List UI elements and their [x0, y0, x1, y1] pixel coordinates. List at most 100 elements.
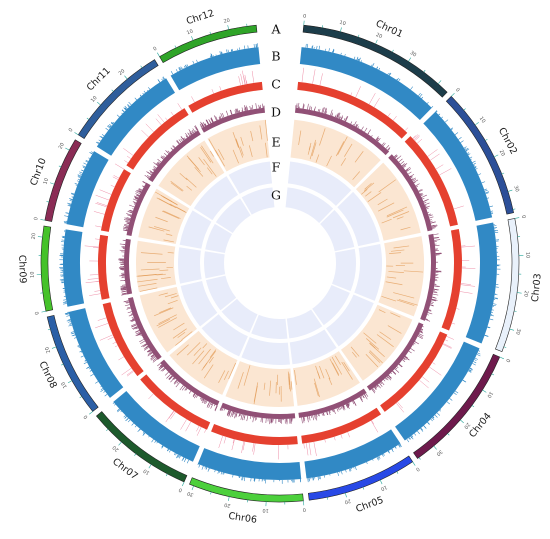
- tick-label: 30: [435, 448, 444, 457]
- track-g-band: [251, 314, 288, 340]
- track-b-bar: [451, 128, 453, 131]
- track-d-bar: [200, 125, 203, 129]
- track-e-mark: [198, 157, 205, 166]
- track-b-bar: [394, 446, 397, 449]
- track-c-spike: [347, 431, 350, 438]
- track-f-band: [326, 294, 374, 347]
- chromosome-arc-chr12: [159, 24, 258, 64]
- track-d-bar: [153, 167, 156, 170]
- tick-label: 10: [60, 381, 68, 390]
- track-c-spike: [435, 164, 444, 170]
- track-e-mark: [165, 233, 173, 236]
- track-d-bar: [315, 414, 318, 421]
- track-b-bar: [77, 176, 81, 179]
- tick-mark: [501, 172, 505, 175]
- track-e-mark: [172, 328, 187, 339]
- track-d-bar: [179, 385, 184, 391]
- track-d-bar: [163, 152, 168, 156]
- track-d-bar: [159, 366, 164, 370]
- track-d-bar: [150, 355, 155, 360]
- tick-label: 10: [30, 271, 36, 278]
- track-e-band: [290, 119, 381, 188]
- track-d-bar: [342, 405, 345, 411]
- track-b-bar: [168, 450, 171, 453]
- tick-mark: [228, 496, 230, 502]
- track-d-bar: [233, 412, 235, 415]
- track-e-mark: [378, 179, 396, 193]
- track-d-bar: [331, 114, 333, 116]
- track-d-bar: [178, 139, 182, 143]
- track-d-bar: [420, 193, 423, 196]
- track-d-bar: [228, 410, 231, 417]
- track-b-bar: [77, 175, 81, 178]
- track-d-bar: [146, 349, 151, 352]
- track-d-bar: [392, 371, 397, 375]
- track-b-bar: [410, 435, 414, 440]
- track-b-bar: [181, 457, 184, 462]
- track-b-bar: [80, 355, 84, 358]
- track-d-bar: [307, 103, 309, 110]
- track-d-bar: [128, 210, 133, 213]
- track-g-band: [312, 285, 350, 326]
- track-d-bar: [153, 169, 155, 171]
- track-e-mark: [376, 334, 394, 348]
- track-c-spike: [453, 205, 464, 210]
- track-d-bar: [159, 364, 162, 367]
- track-b-bar: [90, 370, 92, 372]
- tick-label: 20: [58, 142, 66, 150]
- track-d-bar: [159, 365, 163, 368]
- track-f-band: [354, 243, 382, 301]
- track-b-bar: [73, 337, 77, 339]
- track-c-band: [297, 81, 408, 139]
- track-b-bar: [184, 65, 186, 68]
- tick-mark: [494, 154, 499, 158]
- track-b-bar: [104, 393, 108, 397]
- track-d-bar: [131, 326, 138, 330]
- track-c-spike: [84, 245, 99, 248]
- track-d-bar: [363, 394, 368, 400]
- tick-label: 0: [302, 506, 306, 512]
- track-d-bar: [402, 163, 407, 167]
- tick-mark: [140, 65, 143, 68]
- track-d-bar: [150, 354, 154, 357]
- track-d-bar: [364, 127, 368, 133]
- tick-mark: [408, 57, 412, 62]
- track-d-bar: [157, 158, 162, 163]
- track-e-mark: [366, 338, 380, 350]
- track-d-bar: [144, 175, 150, 179]
- track-d-bar: [409, 175, 412, 177]
- track-e-mark: [350, 346, 360, 357]
- track-e-mark: [161, 210, 180, 219]
- track-d-bar: [204, 124, 206, 127]
- track-e-mark: [163, 210, 181, 219]
- track-d-bar: [173, 379, 178, 384]
- track-b-bar: [473, 162, 476, 165]
- track-d-bar: [428, 310, 432, 312]
- track-b-bar: [101, 134, 105, 137]
- track-d-bar: [431, 224, 435, 227]
- track-d-bar: [318, 108, 321, 113]
- tick-label: 10: [90, 95, 99, 104]
- tick-label: 10: [142, 467, 151, 475]
- track-b-bar: [484, 189, 488, 192]
- track-d-bar: [203, 400, 207, 404]
- track-b-bar: [434, 414, 438, 418]
- track-f-band: [287, 161, 352, 206]
- track-c-spike: [231, 439, 235, 451]
- track-b-band: [170, 47, 261, 91]
- track-b-bar: [307, 478, 309, 483]
- track-d-bar: [226, 410, 230, 416]
- track-g-band: [204, 251, 226, 279]
- track-d-bar: [425, 318, 428, 320]
- track-f-band: [241, 337, 290, 365]
- tick-mark: [451, 92, 455, 97]
- track-d-bar: [261, 418, 264, 423]
- track-e-mark: [215, 150, 225, 167]
- chromosome-label-chr07: Chr07: [110, 456, 140, 482]
- track-e-mark: [186, 155, 199, 170]
- track-b-band: [113, 391, 200, 462]
- track-d-bar: [413, 181, 416, 184]
- track-e-mark: [403, 270, 424, 273]
- track-d-bar: [430, 302, 433, 305]
